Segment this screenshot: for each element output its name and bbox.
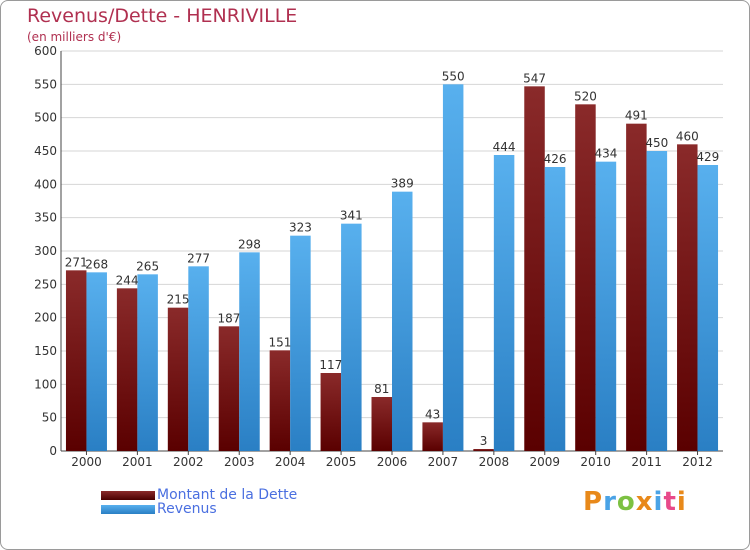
x-tick-label: 2003 bbox=[224, 455, 255, 469]
legend-swatch-dette bbox=[101, 490, 155, 500]
data-label: 550 bbox=[442, 69, 465, 83]
bar-dette bbox=[269, 350, 291, 451]
bar-dette bbox=[116, 288, 138, 451]
data-label: 268 bbox=[85, 257, 108, 271]
data-label: 460 bbox=[676, 129, 699, 143]
legend-item-revenus: Revenus bbox=[101, 501, 217, 517]
proxiti-logo: Proxiti bbox=[583, 487, 687, 517]
bar-dette bbox=[473, 449, 494, 451]
bar-dette bbox=[524, 86, 545, 451]
bar-revenus bbox=[86, 272, 107, 451]
data-label: 187 bbox=[218, 311, 241, 325]
y-tick-label: 150 bbox=[34, 344, 57, 358]
data-label: 277 bbox=[187, 251, 210, 265]
y-tick-label: 50 bbox=[42, 411, 57, 425]
x-tick-label: 2008 bbox=[479, 455, 510, 469]
data-label: 450 bbox=[645, 136, 668, 150]
bar-revenus bbox=[392, 191, 413, 451]
bar-revenus bbox=[290, 235, 311, 451]
y-tick-label: 0 bbox=[49, 444, 57, 458]
data-label: 151 bbox=[268, 335, 291, 349]
bar-dette bbox=[575, 104, 596, 451]
bar-dette bbox=[167, 307, 189, 451]
data-label: 389 bbox=[391, 177, 414, 191]
y-tick-label: 100 bbox=[34, 377, 57, 391]
data-label: 298 bbox=[238, 237, 261, 251]
data-label: 3 bbox=[480, 434, 488, 448]
data-label: 520 bbox=[574, 89, 597, 103]
data-label: 244 bbox=[116, 273, 139, 287]
data-label: 323 bbox=[289, 221, 312, 235]
data-label: 547 bbox=[523, 71, 546, 85]
y-tick-label: 600 bbox=[34, 44, 57, 58]
x-tick-label: 2012 bbox=[682, 455, 713, 469]
bar-dette bbox=[371, 397, 392, 451]
bar-dette bbox=[626, 123, 647, 452]
legend-label-revenus: Revenus bbox=[157, 501, 217, 517]
bar-revenus bbox=[239, 252, 260, 451]
y-tick-label: 300 bbox=[34, 244, 57, 258]
legend-swatch-revenus bbox=[101, 504, 155, 514]
bar-dette bbox=[677, 144, 698, 452]
logo-letter: i bbox=[653, 487, 664, 517]
logo-letter: t bbox=[663, 487, 677, 517]
bar-dette bbox=[422, 422, 443, 451]
logo-letter: r bbox=[603, 487, 617, 517]
bar-revenus bbox=[137, 274, 158, 451]
bar-revenus bbox=[188, 266, 209, 451]
x-tick-label: 2002 bbox=[173, 455, 204, 469]
axes: 0 50 100 150 200 250 300 350 400 450 500 550 600 2000… bbox=[34, 44, 723, 469]
bar-dette bbox=[65, 270, 87, 451]
bar-revenus bbox=[493, 155, 515, 451]
logo-letter: P bbox=[583, 487, 604, 517]
y-tick-label: 550 bbox=[34, 77, 57, 91]
y-tick-label: 450 bbox=[34, 144, 57, 158]
y-tick-label: 350 bbox=[34, 211, 57, 225]
bar-revenus bbox=[646, 151, 668, 451]
logo-letter: i bbox=[676, 487, 687, 517]
y-tick-label: 400 bbox=[34, 177, 57, 191]
x-tick-label: 2001 bbox=[122, 455, 153, 469]
legend-item-dette: Montant de la Dette bbox=[101, 487, 297, 503]
data-label: 429 bbox=[696, 150, 719, 164]
data-label: 271 bbox=[65, 255, 88, 269]
x-tick-label: 2009 bbox=[529, 455, 560, 469]
data-label: 434 bbox=[594, 147, 617, 161]
x-tick-label: 2000 bbox=[71, 455, 102, 469]
data-label: 426 bbox=[544, 152, 567, 166]
chart-subtitle: (en milliers d'€) bbox=[27, 30, 122, 44]
bar-dette bbox=[320, 373, 342, 451]
y-tick-label: 200 bbox=[34, 311, 57, 325]
data-label: 491 bbox=[625, 109, 648, 123]
data-label: 265 bbox=[136, 259, 159, 273]
logo-letter: o bbox=[616, 487, 636, 517]
data-label: 81 bbox=[374, 382, 389, 396]
data-label: 117 bbox=[319, 358, 342, 372]
x-tick-label: 2004 bbox=[275, 455, 306, 469]
bar-revenus bbox=[341, 223, 362, 451]
x-tick-label: 2011 bbox=[631, 455, 662, 469]
chart-title: Revenus/Dette - HENRIVILLE bbox=[27, 5, 298, 27]
x-tick-label: 2006 bbox=[377, 455, 408, 469]
legend-label-dette: Montant de la Dette bbox=[157, 487, 298, 503]
bar-dette bbox=[218, 326, 240, 451]
logo-letter: x bbox=[635, 487, 654, 517]
bar-revenus bbox=[595, 161, 617, 451]
x-tick-label: 2005 bbox=[326, 455, 357, 469]
data-label: 215 bbox=[167, 293, 190, 307]
y-tick-label: 250 bbox=[34, 277, 57, 291]
bars bbox=[65, 84, 719, 452]
bar-revenus bbox=[697, 165, 719, 451]
data-label: 444 bbox=[493, 140, 516, 154]
bar-revenus bbox=[442, 84, 464, 451]
y-tick-label: 500 bbox=[34, 111, 57, 125]
x-tick-label: 2007 bbox=[428, 455, 459, 469]
data-label: 341 bbox=[340, 209, 363, 223]
bar-revenus bbox=[544, 167, 566, 451]
x-tick-label: 2010 bbox=[580, 455, 611, 469]
data-label: 43 bbox=[425, 407, 440, 421]
